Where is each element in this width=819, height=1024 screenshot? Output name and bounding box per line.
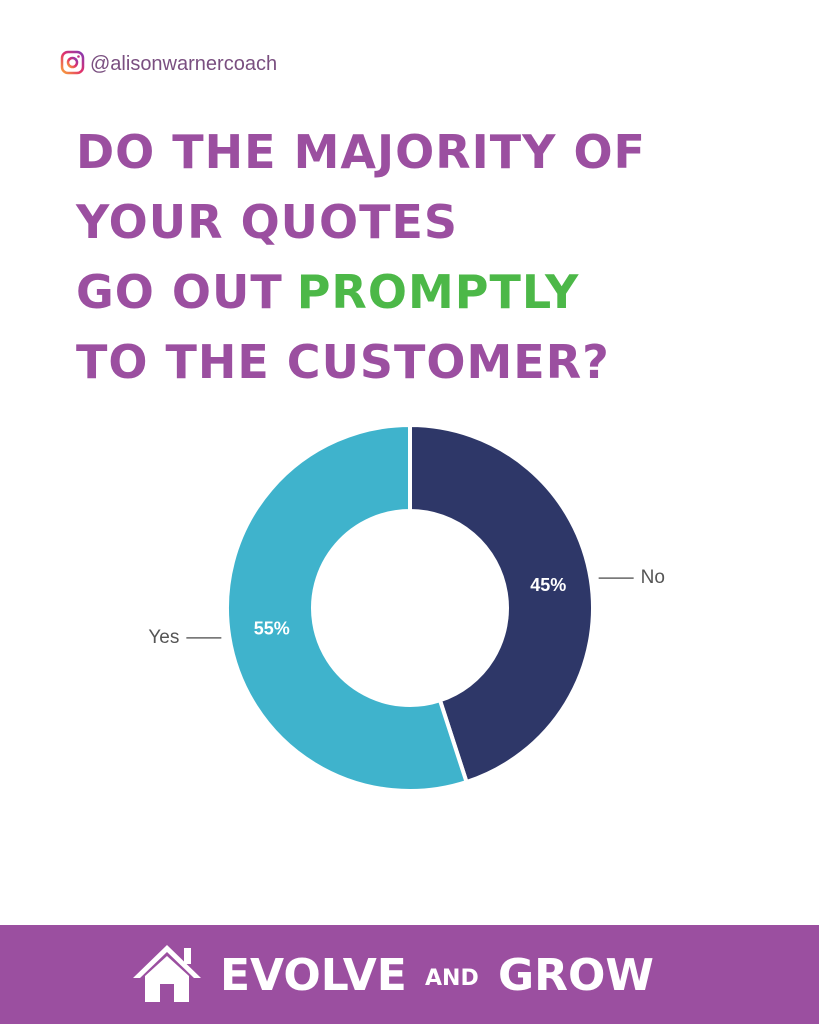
headline-line: TO THE CUSTOMER? <box>76 335 610 389</box>
headline-part: PROMPTLY <box>297 265 580 319</box>
brand-evolve: EVOLVE <box>220 950 407 1001</box>
house-icon <box>133 945 201 1002</box>
headline-line: GO OUT PROMPTLY <box>76 265 579 319</box>
headline-part: DO THE MAJORITY OF <box>76 125 646 179</box>
headline-part: TO THE CUSTOMER? <box>76 335 610 389</box>
headline-line: DO THE MAJORITY OF <box>76 125 646 179</box>
headline-part: GO OUT <box>76 265 283 319</box>
donut-slice <box>408 422 595 785</box>
headline-part: YOUR QUOTES <box>75 195 458 249</box>
brand-and: AND <box>425 966 479 991</box>
headline: DO THE MAJORITY OF YOUR QUOTES GO OUT PROMP… <box>75 125 646 389</box>
category-label: Yes <box>148 627 179 648</box>
donut-chart: 45% No 55% Yes <box>148 422 665 793</box>
value-label: 45% <box>530 575 566 595</box>
brand-grow: GROW <box>498 950 654 1001</box>
instagram-icon <box>60 50 85 75</box>
donut-slice <box>225 422 470 793</box>
category-label: No <box>641 567 665 588</box>
value-label: 55% <box>254 619 290 639</box>
handle: @alisonwarnercoach <box>90 53 277 75</box>
headline-line: YOUR QUOTES <box>75 195 458 249</box>
footer-band <box>0 925 819 1024</box>
